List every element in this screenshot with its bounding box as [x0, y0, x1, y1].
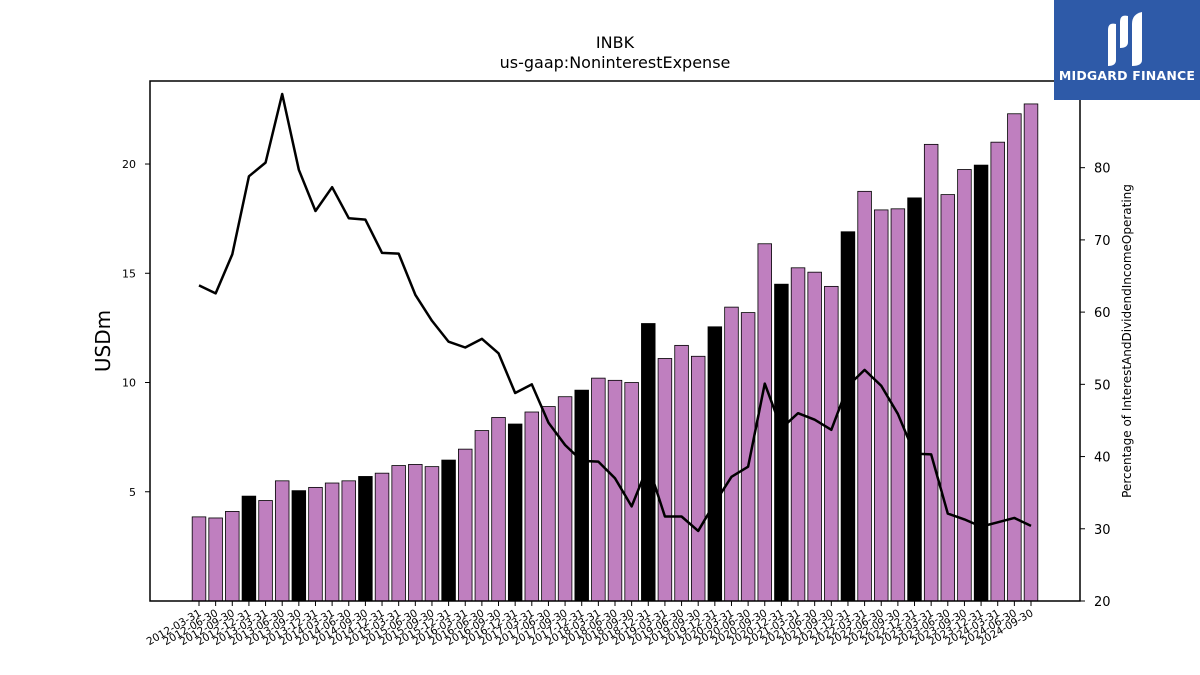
bar-2022-12-31: [907, 197, 922, 602]
bar-2022-06-30: [874, 209, 889, 602]
y2-tick-label: 20: [1094, 595, 1111, 610]
bar-2015-06-30: [408, 464, 423, 602]
bar-2017-06-30: [541, 406, 556, 602]
y-axis-label: USDm: [91, 310, 115, 372]
bar-2015-09-30: [424, 466, 440, 602]
chart-title: INBK: [596, 33, 635, 52]
bar-2019-03-31: [657, 358, 673, 602]
percentage-line: [198, 92, 1032, 533]
bar-2021-03-31: [790, 267, 806, 602]
bar-2012-06-30: [208, 517, 223, 602]
bar-2019-06-30: [674, 344, 689, 602]
bar-2015-03-31: [391, 465, 406, 602]
bar-2016-12-31: [507, 423, 523, 602]
y-tick-label: 5: [129, 486, 136, 499]
bar-2016-09-30: [491, 417, 506, 602]
x-axis: 2012-03-312012-06-302012-09-302012-12-31…: [145, 601, 1036, 648]
y-axis-right: 20 30 40 50 60 70 80: [1080, 162, 1111, 610]
bar-2015-12-31: [441, 459, 456, 602]
y-tick-label: 10: [122, 377, 136, 390]
y2-tick-label: 70: [1094, 234, 1111, 249]
y2-tick-label: 30: [1094, 523, 1111, 538]
bar-2021-06-30: [807, 271, 822, 602]
bar-2018-06-30: [607, 379, 623, 602]
bar-2023-03-31: [923, 143, 939, 602]
percentage-line-series: [198, 92, 1032, 533]
bar-2020-09-30: [757, 243, 772, 602]
chart-subtitle: us-gaap:NoninterestExpense: [500, 53, 731, 72]
bar-2024-06-30: [1007, 113, 1022, 602]
brand-logo: MIDGARD FINANCE: [1054, 0, 1200, 100]
bar-2023-12-31: [973, 164, 989, 602]
bar-2016-03-31: [458, 448, 473, 602]
y-tick-label: 15: [122, 267, 136, 280]
y2-tick-label: 80: [1094, 162, 1111, 177]
y2-tick-label: 50: [1094, 378, 1111, 393]
bar-2018-12-31: [641, 323, 656, 602]
bar-2013-12-31: [308, 486, 323, 602]
bar-2020-12-31: [774, 283, 789, 602]
bar-2023-09-30: [957, 169, 972, 602]
bar-2017-09-30: [557, 396, 573, 602]
bar-2023-06-30: [940, 194, 956, 602]
y-tick-label: 20: [122, 158, 136, 171]
brand-name: MIDGARD FINANCE: [1058, 68, 1196, 83]
bar-2013-06-30: [274, 480, 290, 602]
bar-2014-06-30: [341, 480, 356, 602]
y2-axis-label: Percentage of InterestAndDividendIncomeO…: [1120, 184, 1134, 498]
bar-2017-03-31: [524, 411, 540, 602]
bar-2018-03-31: [591, 377, 606, 602]
bar-2017-12-31: [574, 389, 589, 602]
bar-2020-03-31: [724, 306, 739, 602]
bar-2024-03-31: [990, 141, 1005, 602]
bar-2016-06-30: [474, 430, 490, 602]
bar-2012-09-30: [225, 511, 240, 602]
bar-2012-03-31: [191, 516, 207, 602]
y2-tick-label: 60: [1094, 306, 1111, 321]
bar-2021-09-30: [824, 285, 839, 602]
bar-2014-12-31: [374, 472, 390, 602]
bar-2014-09-30: [358, 476, 373, 602]
bar-2019-12-31: [707, 326, 723, 602]
bar-2024-09-30: [1023, 103, 1039, 602]
bar-2013-03-31: [258, 500, 273, 602]
bar-2019-09-30: [690, 355, 706, 602]
bar-2020-06-30: [740, 312, 756, 602]
bar-2021-12-31: [840, 231, 856, 602]
bar-2012-12-31: [241, 495, 257, 602]
bar-series: [191, 103, 1039, 602]
bar-2014-03-31: [324, 482, 340, 602]
y2-tick-label: 40: [1094, 451, 1111, 466]
y-axis-left: 5 10 15 20: [122, 158, 150, 499]
bar-2022-03-31: [857, 190, 872, 602]
bar-2013-09-30: [291, 490, 307, 602]
midgard-logo-icon: [1108, 12, 1142, 67]
